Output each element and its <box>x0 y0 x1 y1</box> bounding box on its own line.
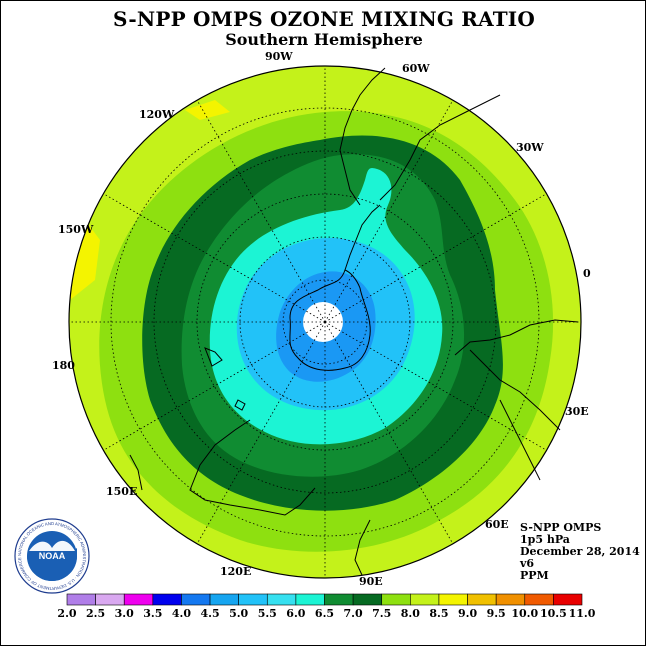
coast-pacific-islands <box>129 454 143 491</box>
colorbar-swatch <box>266 593 297 606</box>
coast-antarctica <box>289 269 371 371</box>
colorbar-swatch <box>438 593 468 606</box>
coast-australia-west <box>354 519 371 576</box>
colorbar-tick-label: 2.5 <box>86 607 106 620</box>
lon-label-120e: 120E <box>220 565 251 578</box>
colorbar-tick-label: 2.0 <box>57 607 77 620</box>
coast-south-america <box>339 67 386 206</box>
lon-label-90e: 90E <box>359 575 383 588</box>
info-version: v6 <box>520 557 535 570</box>
colorbar-swatch <box>152 593 182 606</box>
colorbar-tick-label: 7.5 <box>372 607 392 620</box>
colorbar-swatch <box>95 593 125 606</box>
colorbar-swatch <box>467 593 497 606</box>
colorbar-swatch <box>352 593 383 606</box>
field-hotspot-north <box>185 100 230 120</box>
coast-tasmania <box>234 399 246 411</box>
noaa-logo: NOAA NATIONAL OCEANIC AND ATMOSPHERIC AD… <box>14 518 90 594</box>
coast-south-america-east <box>379 94 501 201</box>
colorbar-tick-label: 9.5 <box>486 607 506 620</box>
colorbar-swatch <box>66 593 96 606</box>
lon-label-150e: 150E <box>106 485 137 498</box>
colorbar-swatch <box>209 593 239 606</box>
coast-africa <box>454 319 579 356</box>
coast-australia <box>189 419 316 516</box>
colorbar-tick-label: 6.0 <box>286 607 306 620</box>
logo-wordmark: NOAA <box>39 551 66 561</box>
lon-label-30w: 30W <box>516 141 544 154</box>
lon-label-60w: 60W <box>402 62 430 75</box>
colorbar-tick-label: 3.0 <box>114 607 134 620</box>
colorbar-swatch <box>181 593 211 606</box>
colorbar-tick-label: 5.5 <box>257 607 277 620</box>
colorbar-swatch <box>381 593 411 606</box>
colorbar-swatch <box>410 593 440 606</box>
lon-label-90w: 90W <box>265 50 293 63</box>
coast-africa-2 <box>469 349 561 431</box>
info-block: S-NPP OMPS 1p5 hPa December 28, 2014 v6 … <box>520 522 640 582</box>
colorbar-swatch <box>324 593 354 606</box>
colorbar-tick-label: 8.0 <box>400 607 420 620</box>
map-subtitle: Southern Hemisphere <box>225 30 423 49</box>
lon-label-150w: 150W <box>58 223 94 236</box>
colorbar-swatch <box>295 593 325 606</box>
graticule <box>69 66 581 578</box>
info-units: PPM <box>520 569 549 582</box>
lon-label-180: 180 <box>52 359 75 372</box>
colorbar-swatch <box>524 593 554 606</box>
lon-label-120w: 120W <box>139 108 175 121</box>
colorbar-tick-label: 5.0 <box>229 607 249 620</box>
coast-new-zealand <box>204 347 223 367</box>
colorbar-swatch <box>553 593 583 606</box>
coastlines <box>129 67 579 576</box>
colorbar-tick-label: 10.0 <box>511 607 539 620</box>
info-date: December 28, 2014 <box>520 545 640 558</box>
colorbar-swatch <box>123 593 154 606</box>
colorbar-tick-label: 10.5 <box>539 607 567 620</box>
lon-label-0: 0 <box>583 267 591 280</box>
colorbar-tick-label: 3.5 <box>143 607 163 620</box>
info-instrument: S-NPP OMPS <box>520 521 602 534</box>
lon-label-30e: 30E <box>565 405 589 418</box>
colorbar-swatch <box>495 593 526 606</box>
field-pole-hole <box>303 302 343 342</box>
colorbar-swatch <box>238 593 268 606</box>
map-rim <box>68 65 582 579</box>
colorbar-tick-label: 4.0 <box>171 607 191 620</box>
colorbar-tick-label: 8.5 <box>429 607 449 620</box>
colorbar-tick-label: 6.5 <box>314 607 335 620</box>
colorbar-tick-label: 7.0 <box>343 607 363 620</box>
info-level: 1p5 hPa <box>520 533 570 546</box>
coast-antarctic-peninsula <box>344 204 381 271</box>
coast-indian-ocean <box>499 399 541 481</box>
map-title: S-NPP OMPS OZONE MIXING RATIO <box>113 7 535 31</box>
colorbar-tick-label: 4.5 <box>200 607 220 620</box>
lon-label-60e: 60E <box>485 518 509 531</box>
colorbar-tick-label: 9.0 <box>457 607 478 620</box>
colorbar-tick-label: 11.0 <box>568 607 596 620</box>
